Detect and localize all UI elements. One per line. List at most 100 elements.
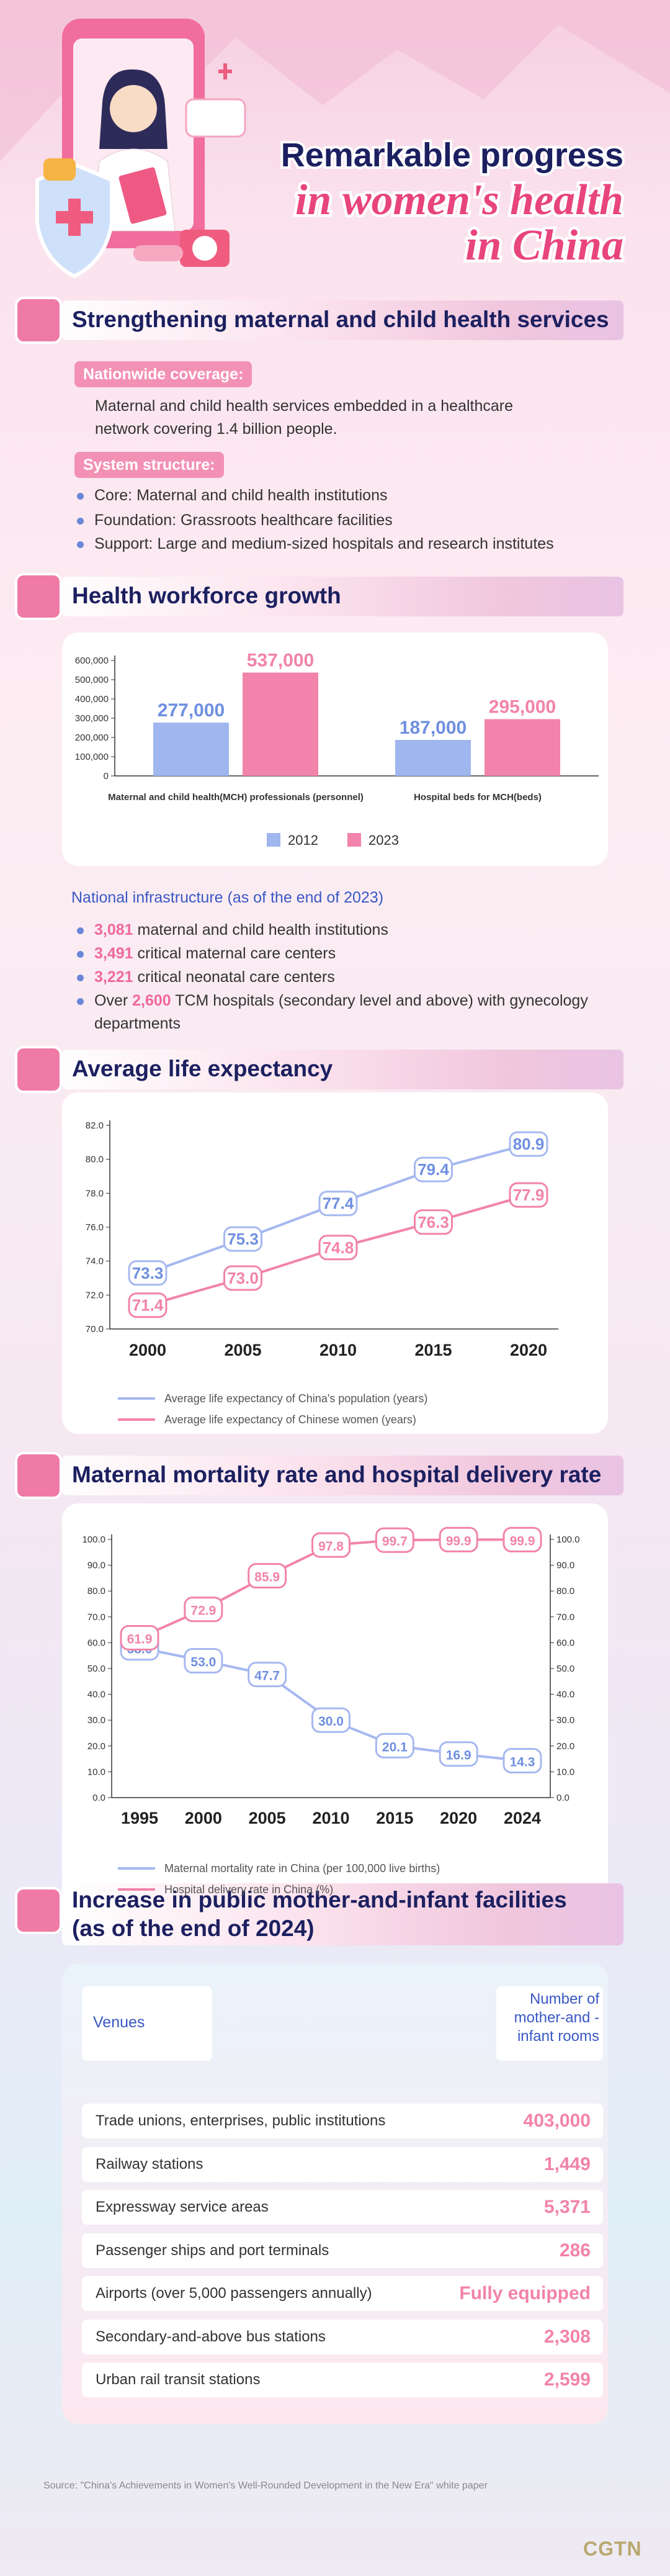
y-tick-label: 40.0 <box>87 1690 105 1700</box>
venue: Expressway service areas <box>96 2199 269 2215</box>
label-box <box>375 1732 414 1759</box>
bullet-text: critical neonatal care centers <box>137 968 335 986</box>
pill <box>133 245 183 261</box>
section-icon <box>15 297 62 344</box>
value-label: 537,000 <box>247 651 314 671</box>
venue: Airports (over 5,000 passengers annually… <box>96 2285 372 2302</box>
label-box <box>223 1226 262 1252</box>
bullet-number: 3,221 <box>94 968 133 986</box>
y-tick-label: 74.0 <box>86 1256 104 1267</box>
y-tick-label: 82.0 <box>86 1120 104 1131</box>
label-box <box>311 1707 351 1733</box>
section-title: Increase in public mother-and-infant fac… <box>72 1887 567 1912</box>
value-label: 61.9 <box>127 1632 153 1646</box>
room-count: 1,449 <box>543 2153 591 2174</box>
x-tick-label: 2005 <box>224 1341 261 1359</box>
label-box <box>248 1563 287 1589</box>
table-row: Urban rail transit stations 2,599 <box>82 2362 603 2397</box>
bullet: Core: Maternal and child health institut… <box>74 484 620 507</box>
venue: Railway stations <box>96 2155 203 2173</box>
x-tick-label: 2000 <box>185 1809 222 1827</box>
section-title: Strengthening maternal and child health … <box>72 307 609 332</box>
label-box <box>414 1156 453 1182</box>
value-label: 16.9 <box>446 1749 471 1763</box>
value-label: 295,000 <box>489 697 556 718</box>
y2-tick-label: 40.0 <box>556 1690 574 1700</box>
header-cell <box>82 1986 212 2061</box>
y-tick-label: 50.0 <box>87 1664 105 1674</box>
section-bar <box>62 577 623 616</box>
label-box <box>439 1741 478 1767</box>
table-row: Trade unions, enterprises, public instit… <box>82 2104 603 2138</box>
x-tick-label: 2020 <box>510 1341 547 1359</box>
section-title: Average life expectancy <box>72 1056 333 1081</box>
x-tick-label: 2010 <box>312 1809 349 1827</box>
y2-tick-label: 100.0 <box>556 1534 580 1545</box>
value-label: 30.0 <box>318 1714 344 1729</box>
table-header: Venues <box>93 2014 145 2031</box>
label-box <box>248 1662 287 1688</box>
title-line: in China <box>465 222 623 269</box>
value-label: 14.3 <box>510 1755 535 1770</box>
bar <box>395 740 471 776</box>
y-tick-label: 70.0 <box>87 1612 105 1623</box>
x-tick-label: 2015 <box>414 1341 452 1359</box>
legend-label: 2012 <box>288 832 318 848</box>
plus <box>218 63 232 79</box>
chart: 0.0 10.0 20.0 30.0 40.0 50.0 60.0 70.0 80.0 90.0 1… <box>82 1526 580 1896</box>
x-tick-label: 2005 <box>249 1809 286 1827</box>
bullet: 3,221 critical neonatal care centers <box>74 966 620 989</box>
y-tick-label: 80.0 <box>87 1586 105 1596</box>
section-icon <box>15 1452 62 1499</box>
bullet: 3,081 maternal and child health institut… <box>74 919 620 942</box>
label-box <box>502 1748 542 1774</box>
legend-swatch <box>347 833 361 847</box>
value-label: 187,000 <box>400 718 467 738</box>
x-tick-label: 1995 <box>121 1809 158 1827</box>
room-count: 2,599 <box>543 2369 591 2390</box>
label-box <box>120 1624 159 1651</box>
section-icon <box>15 1887 62 1934</box>
value-label: 97.8 <box>318 1539 344 1554</box>
chart: 0 100,000 200,000 300,000 400,000 500,000 600,… <box>75 651 599 848</box>
y-tick-label: 76.0 <box>86 1222 104 1233</box>
table-row: Passenger ships and port terminals 286 <box>82 2233 603 2268</box>
value-label: 53.0 <box>190 1655 216 1670</box>
y-tick-label: 100.0 <box>82 1534 105 1545</box>
table-header: Number of mother-and -infant rooms <box>514 1991 599 2045</box>
room-count: 286 <box>559 2240 591 2261</box>
y-tick-label: 600,000 <box>75 655 109 666</box>
y-tick-label: 72.0 <box>86 1290 104 1300</box>
section-bar <box>62 1883 623 1945</box>
value-label: 77.9 <box>513 1186 545 1204</box>
legend-label: Maternal mortality rate in China (per 10… <box>164 1862 440 1875</box>
bar <box>153 723 229 776</box>
table-row: Secondary-and-above bus stations 2,308 <box>82 2319 603 2354</box>
bubble <box>43 158 76 181</box>
x-tick-label: 2000 <box>129 1341 166 1359</box>
value-label: 99.7 <box>382 1534 408 1549</box>
label-box <box>509 1131 548 1157</box>
legend-label: Average life expectancy of Chinese women… <box>164 1413 416 1426</box>
y2-tick-label: 70.0 <box>556 1612 574 1623</box>
bullet-text: TCM hospitals (secondary level and above… <box>94 992 588 1032</box>
section-title: Health workforce growth <box>72 583 341 608</box>
y-tick-label: 90.0 <box>87 1560 105 1571</box>
section-bar <box>62 1456 623 1495</box>
y-tick-label: 60.0 <box>87 1637 105 1648</box>
y2-tick-label: 20.0 <box>556 1741 574 1752</box>
section-title-note: (as of the end of 2024) <box>72 1916 315 1941</box>
header-art: Remarkable progress in women's health in… <box>0 0 670 279</box>
bullet-prefix: Over <box>94 992 128 1009</box>
y2-tick-label: 80.0 <box>556 1586 574 1596</box>
value-label: 77.4 <box>323 1194 354 1213</box>
label-box <box>318 1191 358 1217</box>
tag: Nationwide coverage: <box>74 361 252 387</box>
room-count: 2,308 <box>543 2326 591 2347</box>
label-box <box>318 1235 358 1261</box>
tag: System structure: <box>74 452 224 478</box>
bar <box>243 672 318 776</box>
table-row: Airports (over 5,000 passengers annually… <box>82 2276 603 2311</box>
legend-label: 2023 <box>368 832 399 848</box>
y2-tick-label: 60.0 <box>556 1637 574 1648</box>
